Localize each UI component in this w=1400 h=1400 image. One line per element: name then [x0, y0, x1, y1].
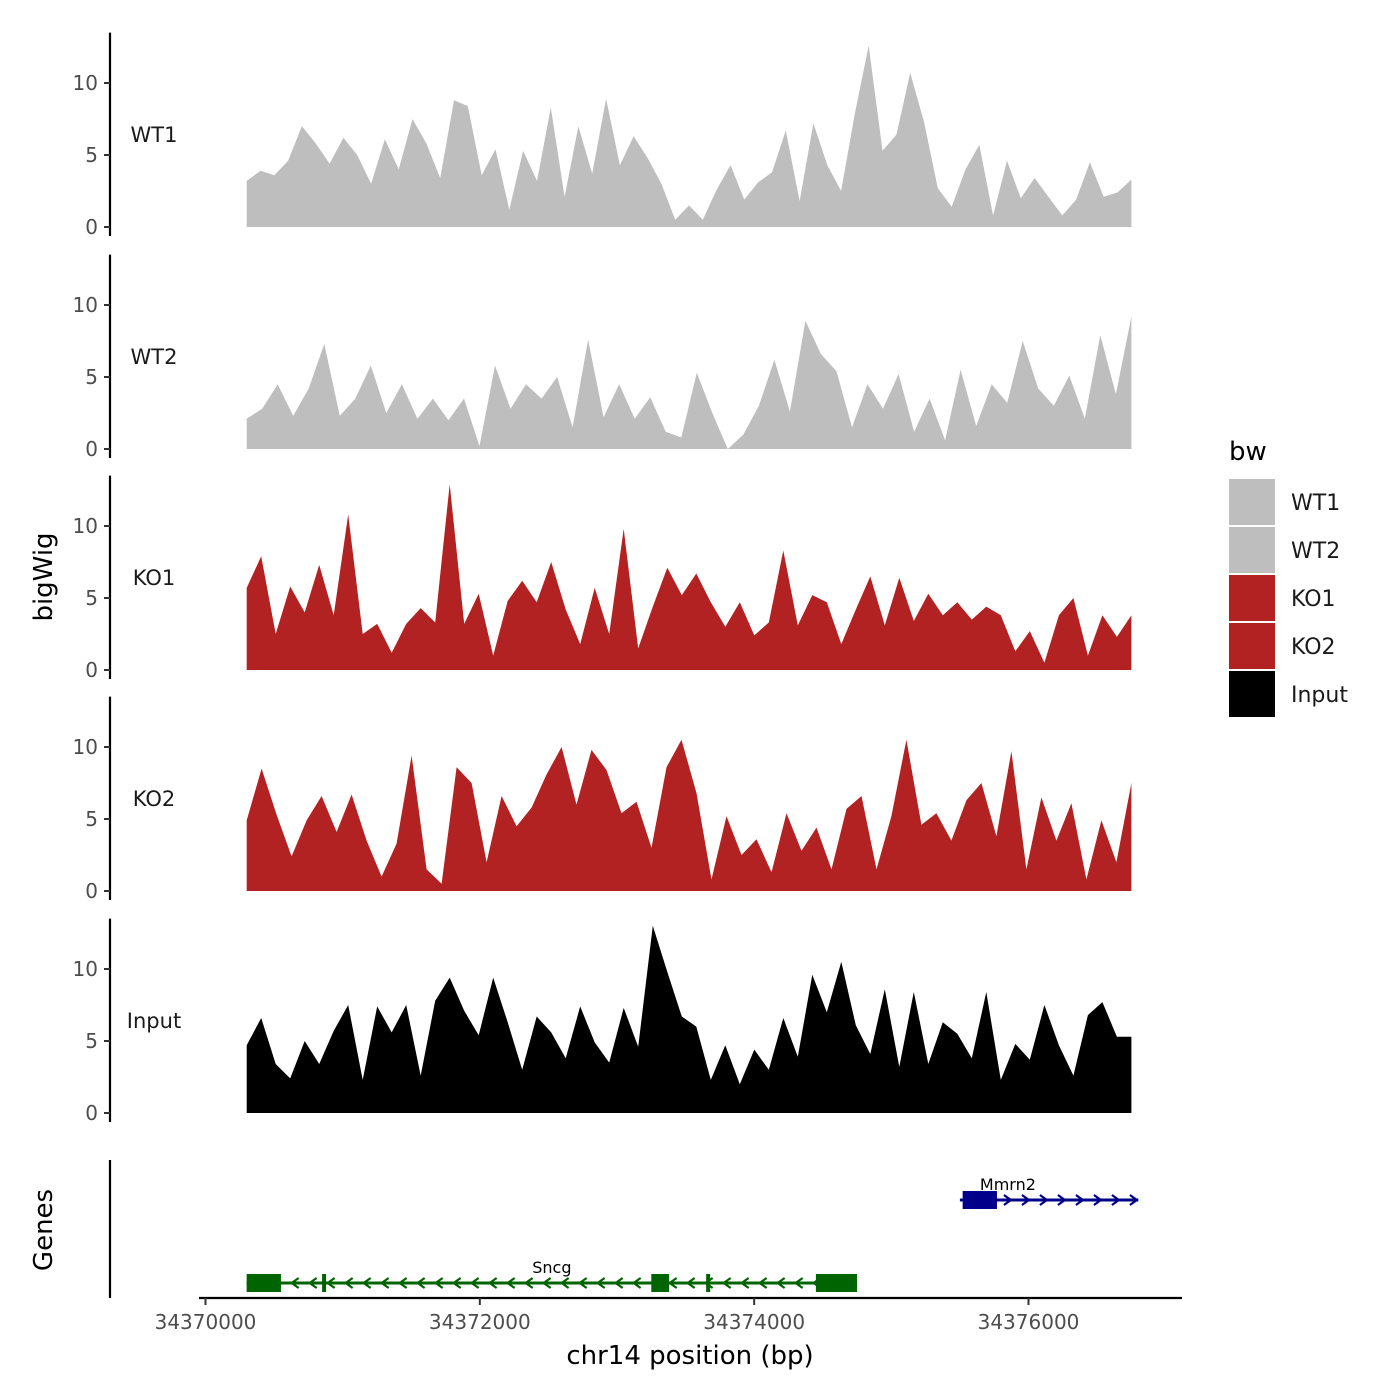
strand-arrow [523, 1277, 534, 1289]
strand-arrow [721, 1277, 732, 1289]
area-input [246, 925, 1132, 1113]
gene-mmrn2: Mmrn2 [959, 1175, 1139, 1209]
strand-arrow [1021, 1194, 1031, 1206]
track-label-wt2: WT2 [131, 345, 178, 369]
y-tick-label: 5 [85, 365, 98, 389]
strand-arrow [739, 1277, 750, 1289]
strand-arrow [703, 1277, 714, 1289]
track-label-ko1: KO1 [133, 566, 176, 590]
strand-arrow [469, 1277, 480, 1289]
strand-arrow [289, 1277, 300, 1289]
y-tick-label: 10 [73, 957, 98, 981]
genes-panel: Sncg Mmrn2 [108, 1160, 1139, 1298]
x-axis: 34370000 34372000 34374000 34376000 [155, 1296, 1182, 1334]
legend-label-ko2: KO2 [1291, 635, 1336, 660]
gene-label: Mmrn2 [980, 1175, 1036, 1194]
y-tick-label: 0 [85, 879, 98, 903]
strand-arrow [775, 1277, 786, 1289]
y-tick-label: 5 [85, 807, 98, 831]
legend-key-ko1 [1229, 575, 1275, 621]
strand-arrow [667, 1277, 678, 1289]
legend-key-wt2 [1229, 527, 1275, 573]
genes-axis-title: Genes [29, 1189, 59, 1271]
strand-arrow [793, 1277, 804, 1289]
gene-label: Sncg [532, 1258, 571, 1277]
strand-arrow [1111, 1194, 1121, 1206]
area-ko2 [246, 739, 1132, 891]
strand-arrow [1129, 1194, 1139, 1206]
y-tick-label: 10 [73, 293, 98, 317]
track-label-input: Input [127, 1009, 181, 1033]
strand-arrow [1003, 1194, 1013, 1206]
strand-arrow [559, 1277, 570, 1289]
legend: bw WT1 WT2 KO1 KO2 Input [1229, 437, 1348, 717]
track-ko2: 0 5 10 KO2 [73, 696, 1132, 903]
legend-label-ko1: KO1 [1291, 587, 1336, 612]
y-axis-title: bigWig [29, 532, 59, 621]
exon [962, 1191, 997, 1209]
area-ko1 [246, 484, 1132, 670]
strand-arrow [325, 1277, 336, 1289]
y-tick-label: 5 [85, 586, 98, 610]
legend-key-input [1229, 671, 1275, 717]
y-tick-label: 10 [73, 514, 98, 538]
x-axis-title: chr14 position (bp) [566, 1341, 813, 1371]
strand-arrow [487, 1277, 498, 1289]
area-wt1 [246, 45, 1132, 227]
y-tick-label: 5 [85, 1029, 98, 1053]
track-label-ko2: KO2 [133, 787, 176, 811]
strand-arrow [433, 1277, 444, 1289]
strand-arrow [505, 1277, 516, 1289]
exon [706, 1274, 711, 1292]
strand-arrow [397, 1277, 408, 1289]
x-tick-label: 34370000 [155, 1310, 257, 1334]
strand-arrow [685, 1277, 696, 1289]
strand-arrow [1039, 1194, 1049, 1206]
exon [322, 1274, 327, 1292]
strand-arrow [577, 1277, 588, 1289]
y-tick-label: 5 [85, 143, 98, 167]
legend-key-ko2 [1229, 623, 1275, 669]
strand-arrow [541, 1277, 552, 1289]
strand-arrow [343, 1277, 354, 1289]
strand-arrow [613, 1277, 624, 1289]
y-tick-label: 0 [85, 658, 98, 682]
y-tick-label: 0 [85, 1101, 98, 1125]
legend-label-wt2: WT2 [1291, 539, 1340, 564]
gene-sncg: Sncg [246, 1258, 858, 1292]
strand-arrow [1075, 1194, 1085, 1206]
exon [246, 1274, 281, 1292]
y-tick-label: 10 [73, 71, 98, 95]
strand-arrow [595, 1277, 606, 1289]
y-tick-label: 0 [85, 437, 98, 461]
strand-arrow [307, 1277, 318, 1289]
exon [651, 1274, 670, 1292]
legend-label-input: Input [1291, 683, 1348, 708]
track-label-wt1: WT1 [131, 123, 178, 147]
tracks: 0 5 10 WT1 0 5 10 WT2 0 5 10 KO1 0 5 10 KO2 0 5 10 Input [73, 32, 1132, 1125]
x-tick-label: 34374000 [703, 1310, 805, 1334]
legend-key-wt1 [1229, 479, 1275, 525]
strand-arrow [1057, 1194, 1067, 1206]
strand-arrow [1093, 1194, 1103, 1206]
track-wt1: 0 5 10 WT1 [73, 32, 1132, 239]
strand-arrow [451, 1277, 462, 1289]
strand-arrow [757, 1277, 768, 1289]
exon [815, 1274, 858, 1292]
y-tick-label: 10 [73, 735, 98, 759]
strand-arrow [631, 1277, 642, 1289]
area-wt2 [246, 316, 1132, 449]
strand-arrow [379, 1277, 390, 1289]
strand-arrow [415, 1277, 426, 1289]
track-wt2: 0 5 10 WT2 [73, 254, 1132, 461]
track-ko1: 0 5 10 KO1 [73, 475, 1132, 682]
legend-label-wt1: WT1 [1291, 491, 1340, 516]
strand-arrow [361, 1277, 372, 1289]
legend-title: bw [1229, 437, 1267, 467]
x-tick-label: 34372000 [429, 1310, 531, 1334]
x-tick-label: 34376000 [978, 1310, 1080, 1334]
track-input: 0 5 10 Input [73, 918, 1132, 1125]
y-tick-label: 0 [85, 215, 98, 239]
